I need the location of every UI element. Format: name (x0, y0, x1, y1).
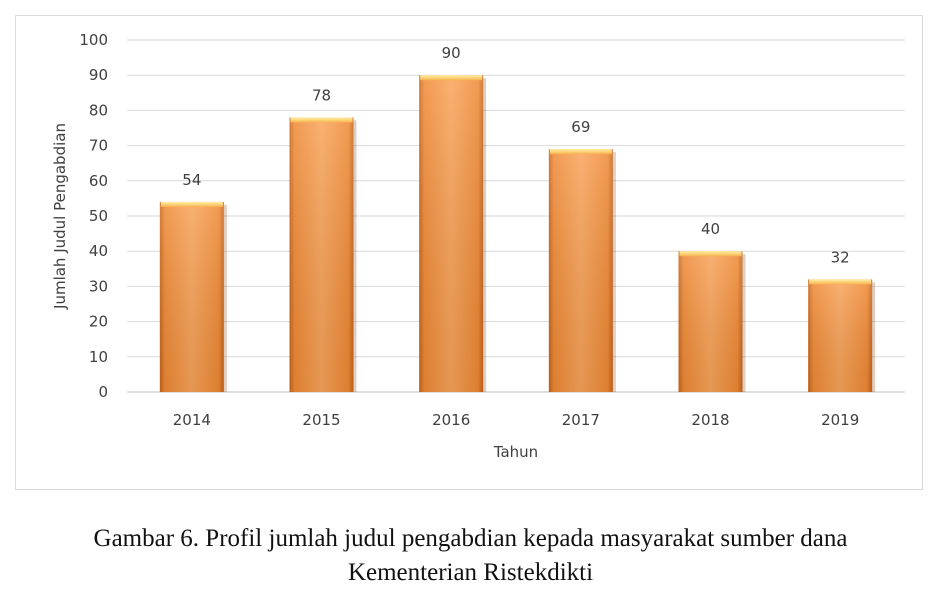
bar-cap (549, 149, 612, 155)
bar-shade (678, 251, 743, 392)
x-tick-label: 2016 (432, 411, 470, 429)
x-tick-label: 2015 (302, 411, 340, 429)
data-label: 40 (701, 220, 720, 238)
bar-cap (290, 117, 353, 123)
y-tick-label: 50 (89, 207, 108, 225)
x-tick-label: 2019 (821, 411, 859, 429)
bar-2017 (548, 149, 616, 392)
y-tick-label: 0 (98, 383, 108, 401)
bar-2018 (678, 251, 746, 392)
data-label: 69 (571, 118, 590, 136)
data-label: 78 (312, 86, 331, 104)
bar-cap (160, 201, 223, 207)
y-tick-label: 20 (89, 313, 108, 331)
y-axis-ticks: 0 10 20 30 40 50 60 70 80 90 100 (79, 31, 108, 401)
bar-cap (809, 279, 872, 285)
y-tick-label: 10 (89, 348, 108, 366)
bar-chart: 0 10 20 30 40 50 60 70 80 90 100 54 78 90 69 40 32 2014… (51, 31, 905, 461)
bar-shade (548, 149, 613, 392)
gridlines (127, 39, 905, 393)
y-tick-label: 60 (89, 172, 108, 190)
x-tick-label: 2014 (173, 411, 211, 429)
figure-caption: Gambar 6. Profil jumlah judul pengabdian… (0, 522, 941, 590)
data-label: 90 (442, 44, 461, 62)
bar-2019 (808, 279, 876, 392)
bar-shade (808, 279, 873, 392)
y-axis-title: Jumlah Judul Pengabdian (51, 123, 69, 310)
bar-shade (419, 75, 484, 392)
x-tick-label: 2017 (562, 411, 600, 429)
data-labels: 54 78 90 69 40 32 (182, 44, 849, 266)
x-axis-title: Tahun (493, 443, 538, 461)
caption-line-2: Kementerian Ristekdikti (347, 559, 594, 586)
data-label: 32 (831, 248, 850, 266)
bar-cap (679, 251, 742, 257)
x-axis-ticks: 2014 2015 2016 2017 2018 2019 (173, 411, 860, 429)
x-tick-label: 2018 (691, 411, 729, 429)
y-tick-label: 30 (89, 277, 108, 295)
caption-line-1: Gambar 6. Profil jumlah judul pengabdian… (93, 525, 848, 552)
bar-2015 (289, 117, 357, 392)
data-label: 54 (182, 171, 201, 189)
bar-2016 (419, 75, 487, 392)
y-tick-label: 40 (89, 242, 108, 260)
bars (159, 75, 876, 392)
y-tick-label: 80 (89, 101, 108, 119)
y-tick-label: 100 (79, 31, 108, 49)
bar-shade (289, 117, 354, 392)
bar-2014 (159, 201, 227, 392)
bar-cap (420, 75, 483, 81)
y-tick-label: 90 (89, 66, 108, 84)
y-tick-label: 70 (89, 137, 108, 155)
bar-shade (159, 201, 224, 392)
